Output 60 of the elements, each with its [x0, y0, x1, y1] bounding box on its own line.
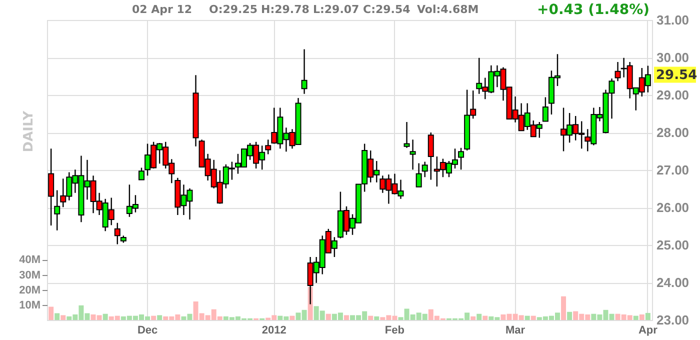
y2-tick-label: 40M [19, 254, 40, 266]
bar [368, 316, 374, 320]
x-tick-label: 2012 [262, 324, 286, 336]
bar [157, 315, 162, 320]
candlestick [416, 162, 422, 188]
bar [60, 315, 66, 320]
text: H:29.78 [261, 3, 310, 16]
text: +0.43 (1.48%) [537, 2, 650, 18]
y-tick-label: 31.00 [656, 12, 690, 28]
bar [374, 316, 380, 320]
text: Vol:4.68M [417, 3, 479, 16]
bar [290, 316, 295, 320]
text: O:29.25 [209, 3, 258, 16]
x-tick-label: Apr [638, 324, 658, 336]
text: C:29.54 [363, 3, 411, 16]
candlestick [54, 190, 60, 231]
x-tick-label: Mar [506, 324, 526, 336]
bar [470, 316, 476, 320]
candlestick [114, 222, 120, 245]
bar [567, 312, 572, 320]
y-tick-label: 24.00 [656, 275, 690, 290]
bar [633, 316, 638, 320]
candlestick [138, 167, 145, 180]
y-tick-label: 23.00 [656, 312, 690, 328]
bar [326, 314, 331, 320]
bar [561, 296, 566, 320]
candlestick [265, 139, 272, 155]
candlestick [428, 132, 434, 180]
bar [344, 315, 349, 320]
bar [54, 313, 60, 320]
bar [530, 316, 536, 320]
bar [482, 316, 488, 320]
candlestick [48, 148, 54, 226]
bar [102, 314, 108, 320]
y2-tick-label: 10M [19, 299, 40, 312]
y-tick-label: 26.00 [656, 200, 690, 215]
y2-tick-label: 30M [19, 269, 40, 282]
y-tick-label: 25.00 [656, 238, 690, 252]
text: 02 Apr 12 [132, 3, 192, 16]
y-tick-label: 28.00 [656, 125, 690, 140]
bar [645, 312, 650, 320]
text: L:29.07 [313, 3, 360, 16]
y-tick-label: 27.00 [656, 162, 690, 178]
bar [524, 316, 530, 320]
bar [639, 314, 644, 320]
bar [151, 316, 156, 320]
candlestick [301, 48, 308, 94]
candlestick [404, 121, 410, 148]
candlestick [458, 147, 464, 170]
candlestick [422, 161, 428, 178]
candlestick [410, 139, 416, 170]
candlestick [614, 61, 621, 82]
y-tick-label: 30.00 [656, 50, 690, 65]
bar [476, 314, 482, 320]
y-tick-label: 29.00 [656, 88, 690, 102]
candlestick [542, 96, 548, 122]
x-tick-label: Dec [137, 324, 158, 336]
y2-tick-label: 20M [19, 284, 40, 296]
bar [48, 306, 54, 320]
x-tick-label: Feb [384, 324, 405, 336]
